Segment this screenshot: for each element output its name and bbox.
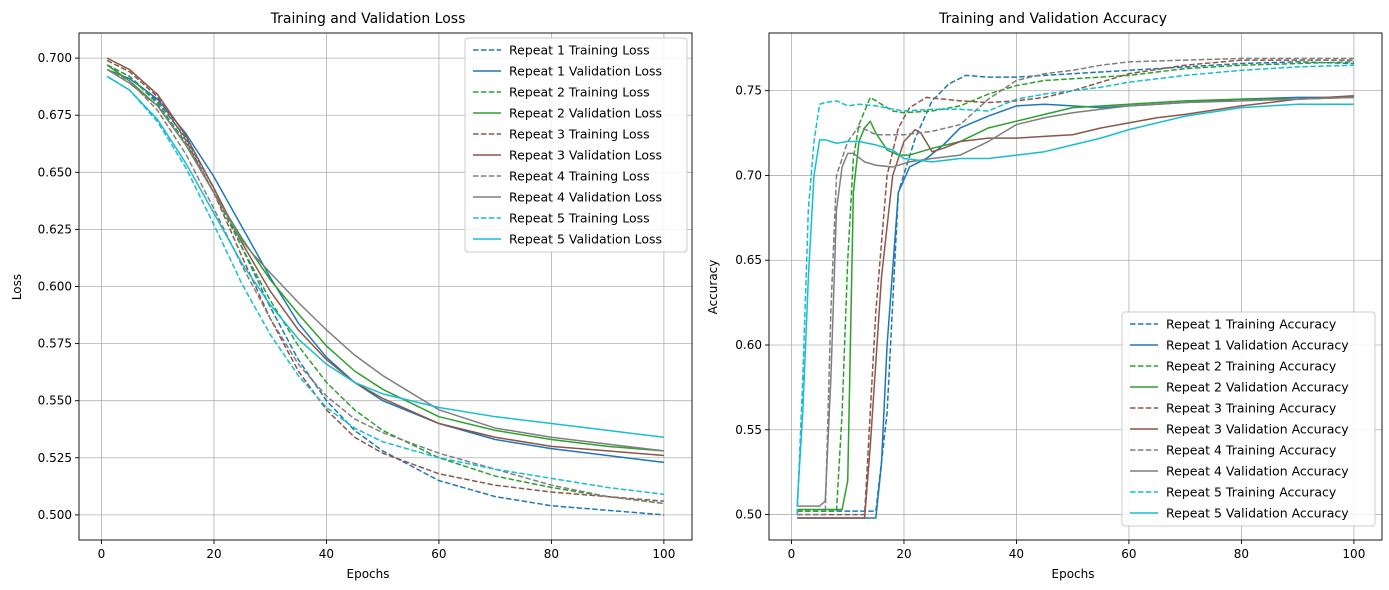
loss-series-line-6 (106, 57, 664, 457)
accuracy-series-line-6 (797, 94, 1354, 519)
loss-chart-title: Training and Validation Loss (270, 11, 466, 27)
accuracy-x-tick-label: 80 (1234, 547, 1249, 561)
loss-series-group (106, 57, 664, 516)
accuracy-series-group (796, 57, 1354, 519)
accuracy-legend-box (1121, 311, 1376, 527)
loss-y-tick-label: 0.525 (38, 451, 72, 465)
loss-y-tick-label: 0.675 (38, 108, 72, 122)
accuracy-series-line-10 (796, 103, 1354, 507)
accuracy-chart-title: Training and Validation Accuracy (938, 11, 1167, 27)
accuracy-y-tick-label: 0.70 (735, 168, 762, 182)
loss-legend-label: Repeat 5 Training Loss (509, 211, 650, 226)
loss-chart-ylabel: Loss (10, 274, 24, 300)
loss-series-line-5 (106, 59, 664, 502)
accuracy-series-line-1 (797, 61, 1354, 512)
accuracy-legend-label: Repeat 5 Validation Accuracy (1166, 506, 1349, 521)
accuracy-legend-label: Repeat 4 Training Accuracy (1166, 443, 1337, 458)
loss-x-tick-label: 20 (206, 547, 221, 561)
accuracy-chart: Training and Validation Accuracy Epochs … (706, 11, 1383, 581)
accuracy-series-line-7 (797, 57, 1354, 516)
accuracy-axes-frame (768, 32, 1383, 541)
accuracy-x-tick-label: 100 (1342, 547, 1365, 561)
accuracy-y-tick-label: 0.75 (735, 84, 762, 98)
accuracy-x-tick-label: 60 (1121, 547, 1136, 561)
accuracy-series-line-9 (796, 64, 1354, 515)
accuracy-legend-label: Repeat 5 Training Accuracy (1166, 485, 1337, 500)
accuracy-y-tick-label: 0.50 (735, 508, 762, 522)
accuracy-legend-label: Repeat 2 Training Accuracy (1166, 359, 1337, 374)
loss-series-line-7 (106, 68, 664, 505)
loss-chart: Training and Validation Loss Epochs Loss… (10, 11, 693, 581)
accuracy-x-tick-label: 0 (788, 547, 796, 561)
accuracy-legend-label: Repeat 3 Validation Accuracy (1166, 422, 1349, 437)
accuracy-x-tick-label: 40 (1009, 547, 1024, 561)
loss-x-tick-label: 0 (98, 547, 106, 561)
loss-y-tick-label: 0.575 (38, 337, 72, 351)
loss-y-tick-label: 0.550 (38, 394, 72, 408)
loss-legend-label: Repeat 2 Validation Loss (509, 106, 662, 121)
accuracy-legend-label: Repeat 1 Validation Accuracy (1166, 338, 1349, 353)
accuracy-y-tick-label: 0.65 (735, 253, 762, 267)
accuracy-series-line-4 (797, 96, 1354, 511)
accuracy-series-line-3 (797, 61, 1354, 512)
accuracy-chart-xlabel: Epochs (1052, 567, 1095, 581)
loss-chart-xlabel: Epochs (347, 567, 390, 581)
loss-legend-box (464, 37, 688, 253)
accuracy-x-tick-label: 20 (896, 547, 911, 561)
loss-legend-label: Repeat 3 Training Loss (509, 127, 650, 142)
loss-series-line-3 (106, 64, 664, 505)
loss-legend-label: Repeat 5 Validation Loss (509, 232, 662, 247)
loss-x-tick-label: 100 (652, 547, 675, 561)
accuracy-legend-label: Repeat 2 Validation Accuracy (1166, 380, 1349, 395)
accuracy-y-tick-label: 0.55 (735, 423, 762, 437)
loss-x-tick-label: 80 (544, 547, 559, 561)
loss-x-tick-label: 40 (319, 547, 334, 561)
loss-series-line-8 (106, 68, 664, 452)
loss-y-tick-label: 0.650 (38, 165, 72, 179)
accuracy-chart-ylabel: Accuracy (706, 260, 720, 315)
accuracy-series-line-5 (797, 59, 1354, 516)
loss-legend-label: Repeat 1 Validation Loss (509, 64, 662, 79)
loss-y-tick-label: 0.600 (38, 280, 72, 294)
loss-x-tick-label: 60 (431, 547, 446, 561)
accuracy-legend-label: Repeat 3 Training Accuracy (1166, 401, 1337, 416)
loss-y-tick-label: 0.700 (38, 51, 72, 65)
loss-series-line-10 (106, 75, 664, 438)
loss-y-tick-label: 0.500 (38, 508, 72, 522)
loss-legend: Repeat 1 Training Loss Repeat 1 Validatio… (464, 37, 688, 253)
loss-series-line-1 (106, 64, 664, 516)
accuracy-legend-label: Repeat 1 Training Accuracy (1166, 317, 1337, 332)
loss-legend-label: Repeat 4 Validation Loss (509, 190, 662, 205)
accuracy-legend-label: Repeat 4 Validation Accuracy (1166, 464, 1349, 479)
loss-legend-label: Repeat 2 Training Loss (509, 85, 650, 100)
loss-legend-label: Repeat 1 Training Loss (509, 43, 650, 58)
loss-series-line-9 (106, 75, 664, 496)
accuracy-y-tick-label: 0.60 (735, 338, 762, 352)
loss-legend-label: Repeat 4 Training Loss (509, 169, 650, 184)
accuracy-legend: Repeat 1 Training Accuracy Repeat 1 Valid… (1121, 311, 1376, 527)
loss-legend-label: Repeat 3 Validation Loss (509, 148, 662, 163)
loss-y-tick-label: 0.625 (38, 222, 72, 236)
